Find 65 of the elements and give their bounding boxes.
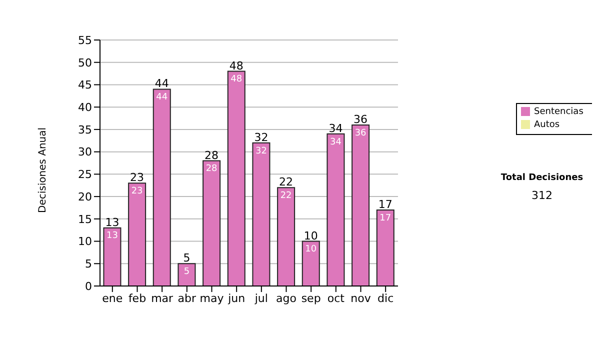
y-axis-title: Decisiones Anual <box>38 127 49 213</box>
total-label: 22 <box>279 176 294 189</box>
x-tick-label: jun <box>227 292 246 305</box>
bar <box>227 70 246 286</box>
bar <box>202 160 221 286</box>
data-label: 34 <box>330 137 342 148</box>
x-tick-label: mar <box>151 292 174 305</box>
total-label: 5 <box>183 252 190 265</box>
data-label: 22 <box>280 190 292 201</box>
text: 312 <box>530 189 554 202</box>
data-label: 23 <box>131 186 143 197</box>
total-label: 23 <box>130 171 144 184</box>
y-tick-label: 35 <box>78 123 92 136</box>
text: Total Decisiones <box>500 173 584 183</box>
bar <box>128 182 146 286</box>
y-tick-label: 40 <box>78 100 92 114</box>
x-tick-label: oct <box>327 292 346 305</box>
y-tick-label: 25 <box>78 168 92 182</box>
legend-label: Sentencias <box>534 107 584 117</box>
y-tick-label: 0 <box>85 280 92 293</box>
data-label: 48 <box>230 74 242 85</box>
data-label: 17 <box>380 213 392 224</box>
data-label: 44 <box>156 92 168 103</box>
y-tick-label: 20 <box>78 190 92 204</box>
bar <box>103 227 122 286</box>
x-tick-label: may <box>200 292 224 305</box>
total-label: 34 <box>328 122 343 135</box>
x-tick-label: nov <box>350 292 372 305</box>
total-label: 44 <box>154 77 169 90</box>
x-tick-label: ene <box>102 292 123 305</box>
y-tick-label: 55 <box>78 34 92 47</box>
data-label: 10 <box>305 244 317 255</box>
bar <box>178 263 196 286</box>
y-tick-label: 15 <box>78 212 92 226</box>
data-label: 13 <box>106 231 118 242</box>
data-label: 5 <box>184 267 190 278</box>
data-label: 36 <box>354 128 367 138</box>
y-tick-label: 50 <box>78 56 92 70</box>
x-tick-label: dic <box>378 292 394 305</box>
x-tick-label: jul <box>254 292 268 305</box>
x-tick-label: sep <box>301 292 321 305</box>
y-tick-label: 5 <box>85 258 92 271</box>
total-label: 48 <box>229 59 244 72</box>
total-label: 28 <box>204 148 219 162</box>
total-label: 17 <box>378 198 392 211</box>
data-label: 32 <box>256 146 267 156</box>
total-label: 32 <box>254 130 268 144</box>
bar <box>376 209 394 286</box>
total-label: 10 <box>304 229 318 242</box>
legend-label: Autos <box>534 120 560 130</box>
data-label: 28 <box>206 164 218 174</box>
y-tick-label: 45 <box>78 78 92 92</box>
total-label: 13 <box>105 216 120 229</box>
x-tick-label: abr <box>178 292 197 305</box>
bar <box>152 88 171 286</box>
x-tick-label: feb <box>128 292 146 305</box>
total-label: 36 <box>354 112 368 126</box>
bar <box>302 240 320 286</box>
bar <box>277 187 296 286</box>
y-tick-label: 10 <box>78 235 92 248</box>
y-tick-label: 30 <box>78 146 92 159</box>
bar <box>352 124 370 286</box>
x-tick-label: ago <box>276 292 297 305</box>
bar <box>326 133 345 286</box>
bar <box>252 142 270 286</box>
